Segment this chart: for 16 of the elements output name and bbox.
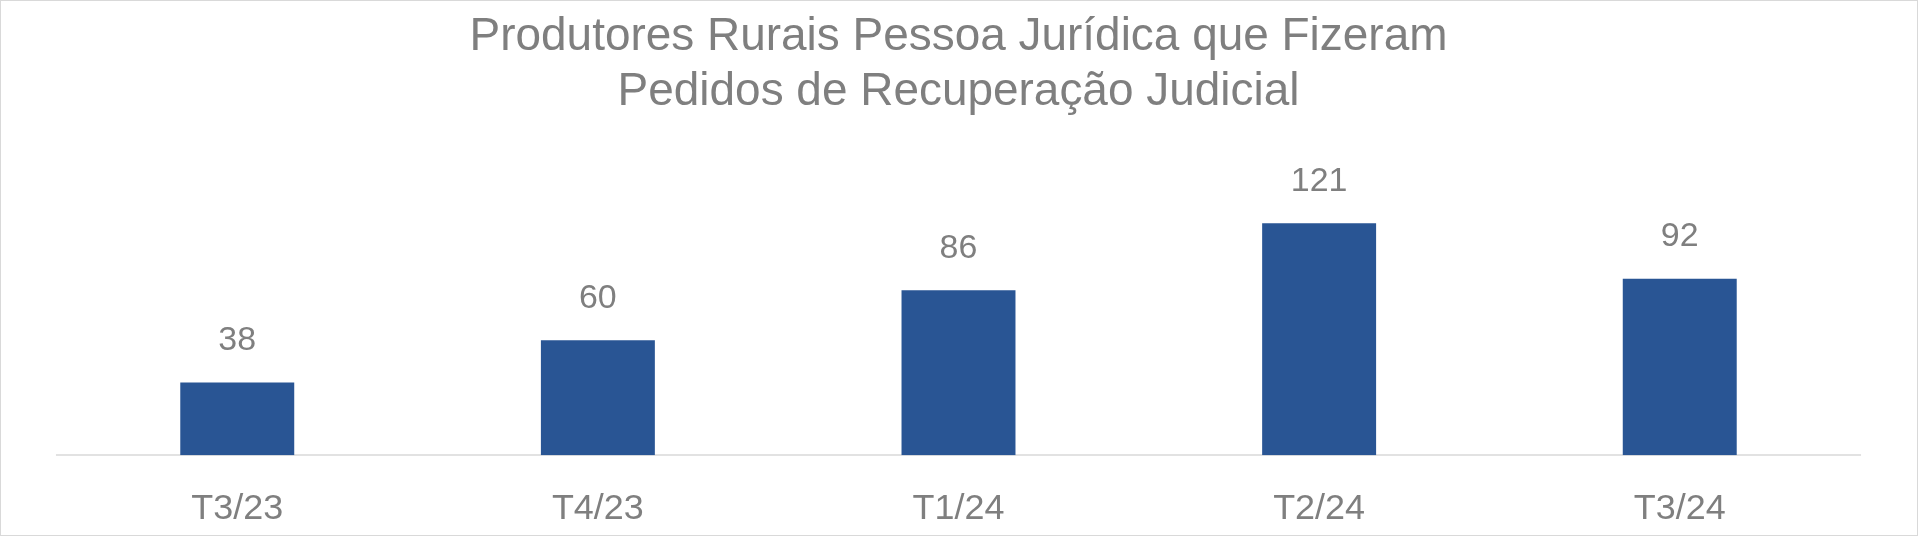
bar — [901, 290, 1016, 456]
data-label: 92 — [1660, 215, 1699, 254]
x-tick-label: T4/23 — [551, 485, 644, 527]
x-tick-label: T1/24 — [912, 485, 1005, 527]
data-label: 60 — [578, 276, 617, 315]
data-label: 121 — [1290, 159, 1348, 198]
x-tick-label: T2/24 — [1273, 485, 1366, 527]
data-label: 86 — [939, 226, 978, 265]
bar — [1622, 278, 1737, 456]
bar — [540, 340, 655, 456]
bar — [1262, 223, 1377, 456]
bar — [180, 382, 295, 456]
x-tick-label: T3/24 — [1633, 485, 1726, 527]
data-label: 38 — [218, 318, 257, 357]
chart-title: Produtores Rurais Pessoa Jurídica que Fizeram Pedidos de Recuperação Judicial — [469, 8, 1448, 116]
x-tick-label: T3/23 — [191, 485, 284, 527]
